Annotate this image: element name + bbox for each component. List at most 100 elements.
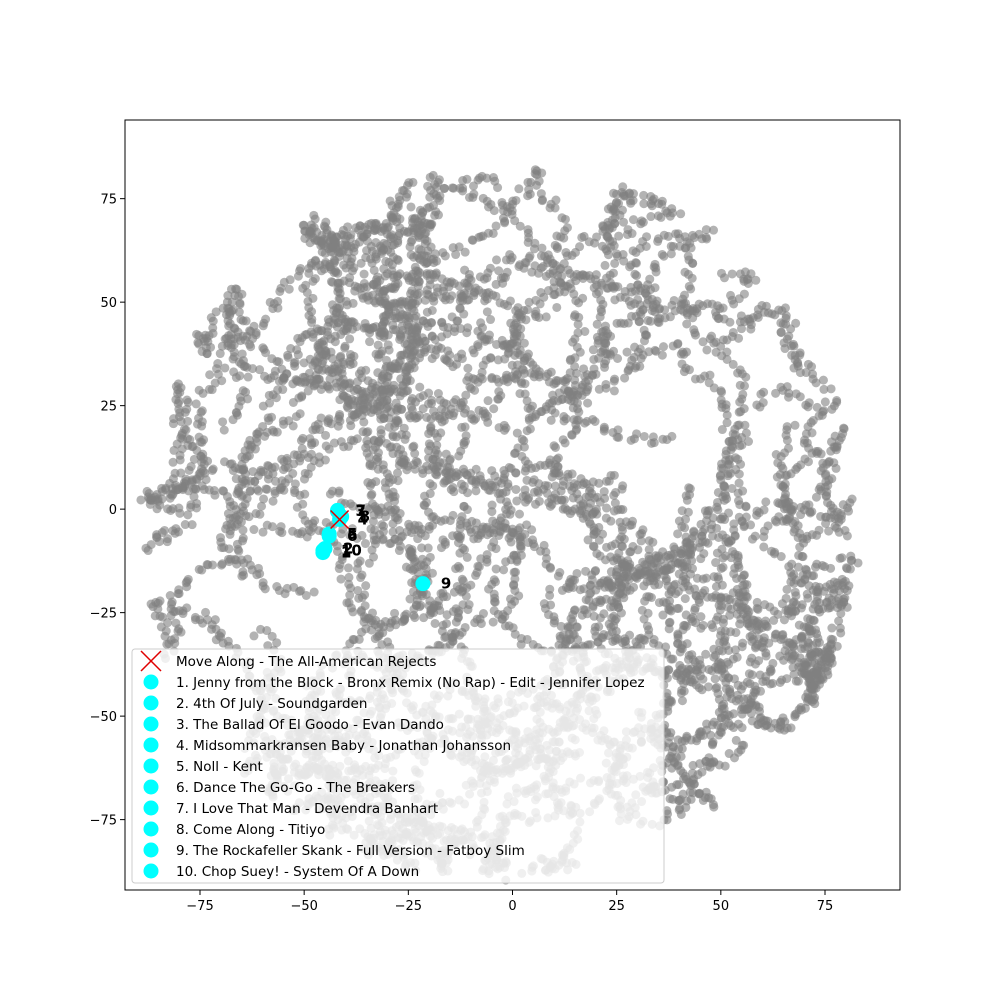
background-point: [411, 456, 421, 466]
background-point: [718, 562, 728, 572]
background-point: [496, 494, 506, 504]
background-point: [238, 525, 248, 535]
background-point: [491, 339, 501, 349]
background-point: [676, 751, 686, 761]
background-point: [394, 231, 404, 241]
background-point: [722, 657, 732, 667]
background-point: [531, 499, 541, 509]
background-point: [713, 665, 723, 675]
background-point: [677, 744, 687, 754]
background-point: [609, 386, 619, 396]
background-point: [295, 337, 305, 347]
background-point: [284, 416, 294, 426]
background-point: [469, 189, 479, 199]
background-point: [698, 301, 708, 311]
background-point: [733, 488, 743, 498]
background-point: [581, 566, 591, 576]
background-point: [423, 181, 433, 191]
background-point: [315, 458, 325, 468]
background-point: [457, 354, 467, 364]
background-point: [515, 221, 525, 231]
background-point: [573, 319, 583, 329]
background-point: [718, 512, 728, 522]
background-point: [294, 586, 304, 596]
background-point: [599, 487, 609, 497]
background-point: [441, 619, 451, 629]
background-point: [610, 258, 620, 268]
background-point: [259, 494, 269, 504]
background-point: [324, 444, 334, 454]
background-point: [391, 504, 401, 514]
background-point: [368, 399, 378, 409]
background-point: [606, 567, 616, 577]
background-point: [658, 610, 668, 620]
background-point: [252, 570, 262, 580]
background-point: [611, 488, 621, 498]
background-point: [556, 621, 566, 631]
background-point: [459, 309, 469, 319]
background-point: [273, 296, 283, 306]
background-point: [704, 378, 714, 388]
background-point: [414, 521, 424, 531]
background-point: [463, 605, 473, 615]
background-point: [685, 585, 695, 595]
background-point: [155, 611, 165, 621]
background-point: [589, 611, 599, 621]
background-point: [288, 526, 298, 536]
background-point: [730, 753, 740, 763]
background-point: [768, 678, 778, 688]
background-point: [673, 529, 683, 539]
background-point: [694, 229, 704, 239]
background-point: [717, 268, 727, 278]
background-point: [550, 616, 560, 626]
background-point: [349, 247, 359, 257]
background-point: [677, 522, 687, 532]
background-point: [626, 260, 636, 270]
background-point: [607, 581, 617, 591]
background-point: [488, 290, 498, 300]
background-point: [578, 513, 588, 523]
background-point: [771, 388, 781, 398]
background-point: [325, 374, 335, 384]
background-point: [381, 256, 391, 266]
background-point: [529, 244, 539, 254]
background-point: [191, 399, 201, 409]
background-point: [594, 384, 604, 394]
background-point: [446, 628, 456, 638]
background-point: [251, 328, 261, 338]
background-point: [740, 579, 750, 589]
background-point: [653, 211, 663, 221]
background-point: [650, 283, 660, 293]
background-point: [623, 318, 633, 328]
background-point: [728, 546, 738, 556]
background-point: [425, 479, 435, 489]
background-point: [245, 486, 255, 496]
background-point: [410, 464, 420, 474]
background-point: [367, 499, 377, 509]
background-point: [425, 172, 435, 182]
background-point: [627, 520, 637, 530]
background-point: [786, 341, 796, 351]
background-point: [418, 465, 428, 475]
background-point: [385, 442, 395, 452]
background-point: [592, 319, 602, 329]
background-point: [728, 436, 738, 446]
background-point: [377, 246, 387, 256]
background-point: [350, 410, 360, 420]
background-point: [729, 723, 739, 733]
background-point: [577, 232, 587, 242]
background-point: [334, 488, 344, 498]
background-point: [662, 673, 672, 683]
background-point: [573, 328, 583, 338]
background-point: [658, 342, 668, 352]
background-point: [711, 582, 721, 592]
background-point: [637, 528, 647, 538]
background-point: [430, 618, 440, 628]
background-point: [698, 674, 708, 684]
background-point: [235, 298, 245, 308]
background-point: [682, 319, 692, 329]
background-point: [361, 581, 371, 591]
background-point: [580, 605, 590, 615]
background-point: [228, 415, 238, 425]
background-point: [418, 391, 428, 401]
